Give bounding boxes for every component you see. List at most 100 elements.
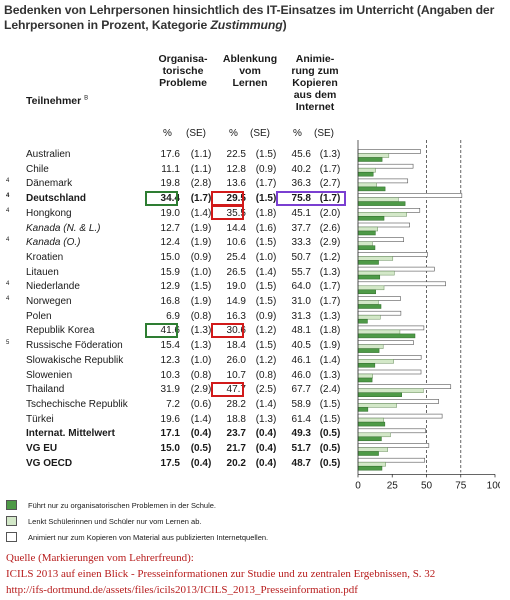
percent-value: 15.0 (160, 443, 180, 454)
bar-organisational (357, 451, 379, 456)
se-value: (1.7) (319, 281, 341, 293)
bar-distraction (357, 197, 399, 202)
percent-value: 7.2 (166, 398, 180, 410)
se-value: (1.9) (190, 296, 212, 307)
percent-value: 47.7 (226, 384, 246, 396)
bar-distraction (357, 314, 381, 320)
percent-value: 34.4 (160, 193, 180, 205)
legend-swatch-3 (6, 532, 17, 542)
se-value: (0.5) (319, 443, 341, 454)
se-value: (1.2) (319, 251, 341, 263)
bar-distraction (357, 417, 385, 423)
se-value: (2.8) (190, 178, 212, 190)
percent-value: 75.8 (291, 193, 311, 205)
source-line-2: ICILS 2013 auf einen Blick - Presseinfor… (6, 568, 436, 580)
table-row: 4 Kanada (O.) 12.4 (1.9) 10.6 (1.5) 33.3 (2.9) (0, 236, 350, 249)
row-footnote: 4 (6, 193, 10, 200)
table-row: Kanada (N. & L.) 12.7 (1.9) 14.4 (1.6) 37.7 (2… (0, 222, 350, 235)
unit-se-1: (SE) (186, 128, 206, 139)
participants-header: Teilnehmer B (26, 95, 88, 107)
country-name: Deutschland (26, 193, 87, 205)
se-value: (1.5) (319, 413, 341, 425)
se-value: (1.7) (255, 178, 277, 190)
percent-value: 30.6 (226, 325, 246, 337)
table-row: Tschechische Republik 7.2 (0.6) 28.2 (1.4) 58… (0, 398, 350, 411)
chart-title: Bedenken von Lehrpersonen hinsichtlich d… (4, 3, 504, 33)
percent-value: 19.0 (160, 207, 180, 219)
bar-organisational (357, 436, 382, 442)
country-name: Chile (26, 163, 49, 175)
percent-value: 10.3 (160, 369, 180, 381)
bar-distraction (357, 329, 401, 335)
se-value: (1.5) (255, 296, 277, 307)
x-tick-label: 100 (487, 480, 500, 490)
bar-organisational (357, 407, 369, 412)
title-italic: Zustimmung (210, 18, 283, 32)
se-value: (2.6) (319, 222, 341, 234)
percent-value: 17.1 (160, 428, 180, 440)
table-row: 5 Russische Föderation 15.4 (1.3) 18.4 (1.5) 4… (0, 339, 350, 352)
unit-percent-3: % (293, 128, 302, 139)
percent-value: 49.3 (291, 428, 311, 440)
percent-value: 18.8 (226, 413, 246, 425)
country-name: Slowakische Republik (26, 354, 124, 366)
table-row: 4 Dänemark 19.8 (2.8) 13.6 (1.7) 36.3 (2.7) (0, 177, 350, 190)
percent-value: 12.3 (160, 354, 180, 366)
percent-value: 35.5 (226, 207, 246, 219)
row-footnote: 4 (6, 178, 10, 185)
bar-organisational (357, 421, 386, 427)
percent-value: 14.4 (226, 222, 246, 234)
bar-organisational (357, 171, 374, 177)
se-value: (1.3) (319, 149, 341, 160)
legend-label-1: Führt nur zu organisatorischen Problemen… (28, 501, 217, 510)
x-tick-label: 50 (421, 480, 433, 490)
table-row: Litauen 15.9 (1.0) 26.5 (1.4) 55.7 (1.3) (0, 266, 350, 279)
se-value: (1.8) (255, 207, 277, 219)
unit-percent-1: % (163, 128, 172, 139)
percent-value: 19.6 (160, 413, 180, 425)
percent-value: 31.9 (160, 384, 180, 396)
bar-distraction (357, 226, 378, 232)
se-value: (1.8) (319, 325, 341, 337)
bar-organisational (357, 318, 368, 324)
bar-organisational (357, 260, 379, 265)
legend-label-2: Lenkt Schülerinnen und Schüler nur vom L… (28, 517, 202, 526)
percent-value: 45.6 (291, 149, 311, 160)
percent-value: 13.6 (226, 178, 246, 190)
percent-value: 46.0 (291, 369, 311, 381)
bar-distraction (357, 388, 424, 393)
title-main: Bedenken von Lehrpersonen hinsichtlich d… (4, 3, 495, 32)
country-name: VG EU (26, 443, 58, 454)
bar-distraction (357, 432, 391, 438)
source-line-3: http://ifs-dortmund.de/assets/files/icil… (6, 584, 358, 596)
bar-copying (357, 193, 463, 198)
table-row: Türkei 19.6 (1.4) 18.8 (1.3) 61.4 (1.5) (0, 413, 350, 426)
se-value: (0.6) (190, 398, 212, 410)
se-value: (2.0) (319, 207, 341, 219)
se-value: (1.1) (190, 163, 212, 175)
bar-organisational (357, 333, 416, 339)
percent-value: 12.4 (160, 237, 180, 249)
highlight-box (211, 381, 244, 397)
bar-copying (357, 355, 422, 360)
bar-copying (357, 428, 426, 434)
bar-chart: 0 25 50 75 100 (355, 140, 500, 490)
se-value: (1.6) (255, 222, 277, 234)
table-row: Slowenien 10.3 (0.8) 10.7 (0.8) 46.0 (1.3) (0, 369, 350, 382)
percent-value: 12.9 (160, 281, 180, 293)
percent-value: 61.4 (291, 413, 311, 425)
bar-copying (357, 413, 443, 419)
bar-organisational (357, 186, 386, 192)
col1-line1: Organisa- (158, 53, 208, 65)
bar-copying (357, 325, 425, 331)
country-name: Kanada (O.) (26, 237, 81, 249)
country-name: Litauen (26, 266, 59, 278)
se-value: (2.4) (319, 384, 341, 396)
col3-line4: aus dem (293, 89, 337, 101)
bar-distraction (357, 153, 390, 158)
se-value: (1.2) (255, 354, 277, 366)
title-end: ) (282, 18, 287, 32)
percent-value: 37.7 (291, 222, 311, 234)
percent-value: 55.7 (291, 266, 311, 278)
bar-copying (357, 310, 402, 316)
